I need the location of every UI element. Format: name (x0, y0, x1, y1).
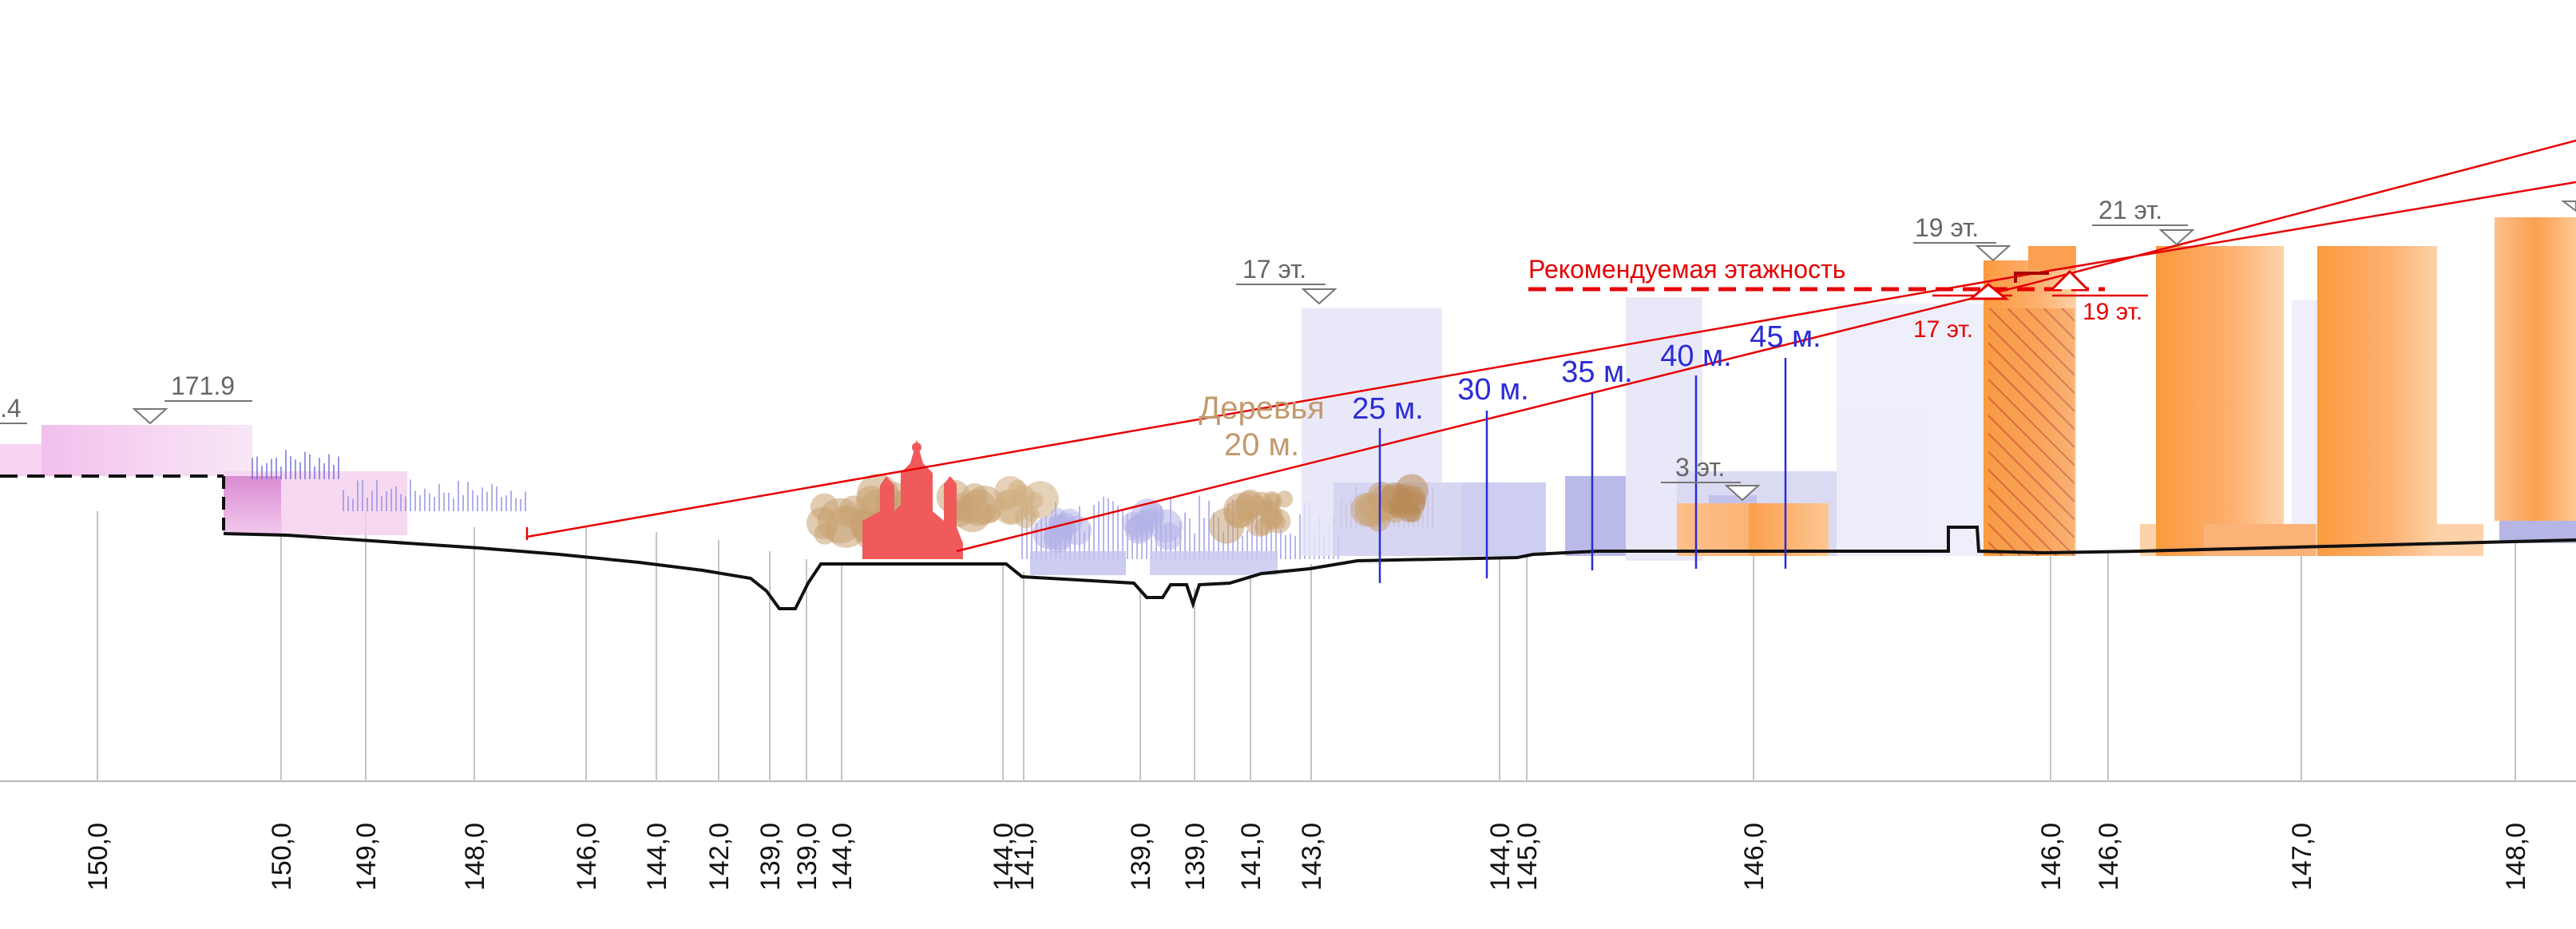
floor-label-17: 17 эт. (1242, 255, 1306, 284)
elevation-label: 144,0 (1485, 823, 1516, 891)
distance-lines (1378, 358, 1787, 583)
sight-marker (2014, 272, 2049, 283)
building-block (42, 425, 252, 476)
elevation-label: 146,0 (572, 823, 602, 891)
tower (2495, 217, 2576, 521)
elevation-label: 146,0 (2094, 823, 2124, 891)
trees-height-label: 20 м. (1224, 427, 1299, 463)
distance-label-40: 40 м. (1660, 339, 1732, 373)
height-label: 171.9 (171, 371, 235, 400)
tree-blob (1262, 490, 1282, 512)
elevation-label: 146,0 (1739, 823, 1770, 891)
tower-21-floors (2156, 246, 2284, 556)
tree-blob (1234, 490, 1264, 521)
left-buildings (0, 425, 407, 535)
sight-lines (525, 139, 2576, 553)
tree-blob (994, 475, 1027, 508)
grid-lines (97, 511, 2516, 781)
sight-line (2043, 181, 2576, 273)
tree-blob (1396, 487, 1410, 502)
elevation-label: 141,0 (1009, 823, 1040, 891)
elevation-label: 150,0 (267, 823, 297, 891)
sight-label-19: 19 эт. (2083, 299, 2142, 325)
building-block (1693, 503, 1749, 556)
floor-label-19: 19 эт. (1915, 213, 1979, 242)
floor-markers (0, 200, 2576, 502)
elevation-label: 145,0 (1512, 823, 1543, 891)
elevation-label: 139,0 (1126, 823, 1156, 891)
podium (2204, 524, 2316, 556)
elevation-label: 139,0 (1180, 823, 1211, 891)
hatched-zone (1988, 308, 2075, 556)
building-block (0, 444, 42, 476)
sight-label-17: 17 эт. (1913, 316, 1973, 343)
elevation-label: 142,0 (704, 823, 735, 891)
tower-top (2028, 246, 2076, 270)
floor-label-21: 21 эт. (2098, 196, 2162, 224)
sight-line (526, 270, 2045, 538)
elevation-label: 139,0 (792, 823, 822, 891)
sight-line (2027, 139, 2576, 286)
tree-blob (1043, 524, 1072, 554)
elevation-label: 148,0 (460, 823, 490, 891)
distance-label-35: 35 м. (1561, 355, 1633, 389)
elevation-labels: 150,0 150,0 149,0 148,0 146,0 144,0 142,0 139,0… (83, 823, 2531, 891)
elevation-label: 144,0 (827, 823, 858, 891)
building-block (1837, 304, 1984, 556)
church (862, 439, 963, 559)
height-label-partial: .4 (0, 394, 22, 423)
elevation-label: 146,0 (2036, 823, 2067, 891)
tree-blob (1014, 506, 1037, 529)
elevation-label: 141,0 (1236, 823, 1266, 891)
building-block (1150, 551, 1278, 575)
tree-blob (1154, 522, 1183, 550)
tree-blob (1025, 491, 1044, 510)
building-block (224, 476, 281, 535)
orange-buildings (1677, 217, 2576, 556)
elevation-label: 149,0 (351, 823, 382, 891)
elevation-label: 148,0 (2501, 823, 2531, 891)
sight-marker (1967, 269, 2089, 300)
recommended-floors-label: Рекомендуемая этажность (1528, 255, 1845, 284)
tree-blob (1049, 507, 1066, 525)
tree-blob (953, 494, 992, 533)
elevation-label: 150,0 (83, 823, 113, 891)
tree-blob (1142, 508, 1157, 523)
distance-label-30: 30 м. (1457, 373, 1529, 407)
elevation-label: 144,0 (642, 823, 672, 891)
ground-profile (223, 526, 2576, 610)
sight-line (956, 283, 2029, 553)
distance-label-25: 25 м. (1352, 392, 1424, 426)
elevation-label: 144,0 (989, 823, 1019, 891)
tree-blob (1262, 506, 1284, 528)
elevation-label: 143,0 (1297, 823, 1327, 891)
elevation-label: 147,0 (2287, 823, 2317, 891)
distance-label-45: 45 м. (1750, 320, 1821, 354)
building-block (1030, 551, 1126, 575)
elevation-label: 139,0 (755, 823, 786, 891)
floor-label-3: 3 эт. (1675, 453, 1725, 482)
trees-label: Деревья (1199, 391, 1325, 426)
tower (2317, 246, 2437, 556)
tree-blob (1124, 515, 1154, 545)
building-block (1461, 482, 1546, 556)
